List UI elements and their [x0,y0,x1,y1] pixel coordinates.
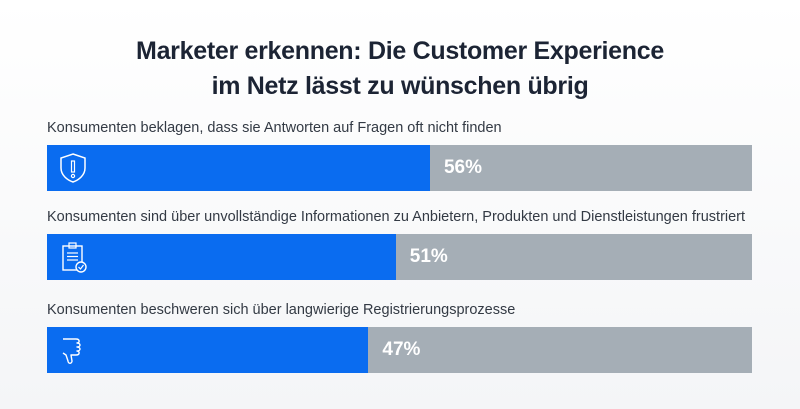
shield-alert-icon [60,153,86,183]
bar-row-2: Konsumenten sind über unvollständige Inf… [47,207,752,280]
value-label: 51% [409,246,448,267]
bar-track: 56% [47,145,752,191]
bar-track: 47% [47,327,752,373]
bar-label: Konsumenten beschweren sich über langwie… [47,302,516,318]
chart-title: Marketer erkennen: Die Customer Experien… [0,34,800,104]
bar-label: Konsumenten sind über unvollständige Inf… [47,209,746,225]
value-label: 56% [443,157,482,178]
bar-fill [47,145,430,191]
title-line-1: Marketer erkennen: Die Customer Experien… [136,37,664,65]
bar-row-1: Konsumenten beklagen, dass sie Antworten… [47,118,752,191]
bar-track: 51% [47,234,752,280]
thumbs-down-icon [62,338,81,364]
title-line-2: im Netz lässt zu wünschen übrig [211,72,589,100]
bar-fill [47,234,396,280]
bar-label: Konsumenten beklagen, dass sie Antworten… [47,120,502,136]
clipboard-check-icon [62,242,87,273]
bar-fill [47,327,369,373]
value-label: 47% [382,339,421,360]
bar-row-3: Konsumenten beschweren sich über langwie… [47,300,752,373]
